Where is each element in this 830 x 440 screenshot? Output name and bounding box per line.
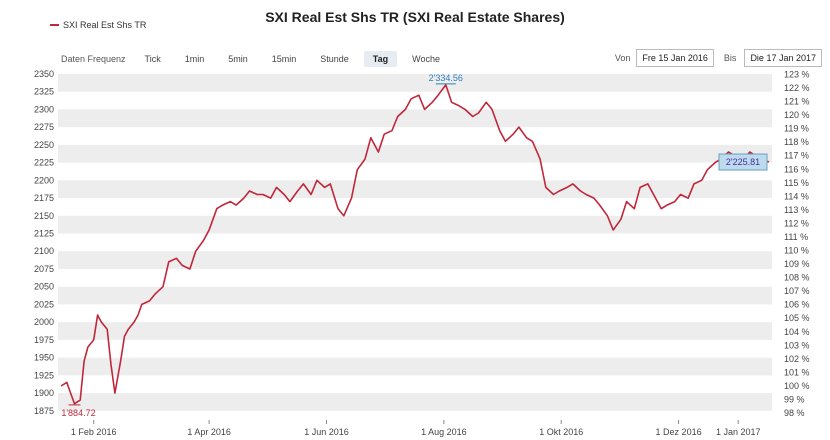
y-right-tick-label: 121 % xyxy=(784,97,810,107)
y-left-tick-label: 1900 xyxy=(34,388,54,398)
x-tick-label: 1 Aug 2016 xyxy=(421,427,467,437)
grid-band xyxy=(58,286,772,305)
frequency-label: Daten Frequenz xyxy=(61,54,126,64)
y-right-tick-label: 101 % xyxy=(784,367,810,377)
y-right-tick-label: 116 % xyxy=(784,164,809,174)
y-left-tick-label: 1975 xyxy=(34,335,54,345)
last-value-label: 2'225.81 xyxy=(726,157,760,167)
legend-label: SXI Real Est Shs TR xyxy=(63,20,147,30)
y-right-tick-label: 119 % xyxy=(784,124,809,134)
y-left-tick-label: 2250 xyxy=(34,140,54,150)
freq-button-15min[interactable]: 15min xyxy=(271,54,297,64)
freq-button-tag[interactable]: Tag xyxy=(363,51,398,67)
y-right-tick-label: 102 % xyxy=(784,354,810,364)
x-tick-label: 1 Jan 2017 xyxy=(716,427,761,437)
y-right-tick-label: 105 % xyxy=(784,313,810,323)
y-left-tick-label: 1950 xyxy=(34,353,54,363)
legend-swatch xyxy=(50,24,59,26)
date-range: Von Fre 15 Jan 2016 Bis Die 17 Jan 2017 xyxy=(615,49,822,67)
y-left-tick-label: 1925 xyxy=(34,370,54,380)
grid-band xyxy=(58,73,772,92)
legend[interactable]: SXI Real Est Shs TR xyxy=(50,20,146,30)
y-right-tick-label: 112 % xyxy=(784,218,809,228)
y-right-tick-label: 108 % xyxy=(784,273,810,283)
y-left-tick-label: 2275 xyxy=(34,122,54,132)
to-label: Bis xyxy=(723,53,737,63)
x-tick-label: 1 Jun 2016 xyxy=(304,427,349,437)
y-right-tick-label: 103 % xyxy=(784,340,810,350)
freq-button-5min[interactable]: 5min xyxy=(228,54,248,64)
min-value-label: 1'884.72 xyxy=(61,408,95,418)
y-left-tick-label: 2025 xyxy=(34,299,54,309)
y-right-tick-label: 117 % xyxy=(784,151,809,161)
freq-button-stunde[interactable]: Stunde xyxy=(320,54,349,64)
y-right-tick-label: 107 % xyxy=(784,286,810,296)
y-left-tick-label: 2300 xyxy=(34,104,54,114)
y-left-tick-label: 2150 xyxy=(34,211,54,221)
y-left-tick-label: 2125 xyxy=(34,229,54,239)
max-value-label: 2'334.56 xyxy=(429,73,463,83)
to-date-field[interactable]: Die 17 Jan 2017 xyxy=(744,49,822,67)
x-tick-label: 1 Okt 2016 xyxy=(539,427,583,437)
y-right-tick-label: 106 % xyxy=(784,300,810,310)
y-right-tick-label: 123 % xyxy=(784,69,810,79)
y-right-tick-label: 109 % xyxy=(784,259,810,269)
frequency-toolbar: Daten Frequenz Tick 1min 5min 15min Stun… xyxy=(61,51,455,67)
y-right-tick-label: 120 % xyxy=(784,110,810,120)
grid-band xyxy=(58,393,772,411)
grid-band xyxy=(58,215,772,234)
y-left-tick-label: 2100 xyxy=(34,246,54,256)
grid-band xyxy=(58,251,772,269)
from-date-field[interactable]: Fre 15 Jan 2016 xyxy=(636,49,714,67)
grid-band xyxy=(58,144,772,163)
y-left-tick-label: 2325 xyxy=(34,87,54,97)
freq-button-1min[interactable]: 1min xyxy=(184,54,205,64)
y-right-tick-label: 104 % xyxy=(784,327,810,337)
y-right-tick-label: 114 % xyxy=(784,191,809,201)
y-left-tick-label: 2000 xyxy=(34,317,54,327)
y-right-tick-label: 118 % xyxy=(784,137,809,147)
chart-title: SXI Real Est Shs TR (SXI Real Estate Sha… xyxy=(265,9,565,25)
x-tick-label: 1 Feb 2016 xyxy=(71,427,117,437)
y-left-tick-label: 1875 xyxy=(34,406,54,416)
y-right-tick-label: 98 % xyxy=(784,408,805,418)
y-right-tick-label: 99 % xyxy=(784,395,805,405)
last-value-box xyxy=(718,153,768,171)
grid-band xyxy=(58,357,772,376)
y-right-tick-label: 115 % xyxy=(784,178,809,188)
from-label: Von xyxy=(614,53,631,63)
y-right-tick-label: 100 % xyxy=(784,381,810,391)
y-left-tick-label: 2200 xyxy=(34,175,54,185)
y-right-tick-label: 113 % xyxy=(784,205,809,215)
y-left-tick-label: 2075 xyxy=(34,264,54,274)
y-right-tick-label: 110 % xyxy=(784,246,809,256)
x-tick-label: 1 Apr 2016 xyxy=(187,427,231,437)
y-left-tick-label: 2175 xyxy=(34,193,54,203)
y-left-tick-label: 2225 xyxy=(34,158,54,168)
series-line xyxy=(60,84,770,405)
freq-button-woche[interactable]: Woche xyxy=(412,54,440,64)
grid-band xyxy=(58,322,772,340)
grid-band xyxy=(58,109,772,128)
freq-button-tick[interactable]: Tick xyxy=(144,54,161,64)
x-tick-label: 1 Dez 2016 xyxy=(656,427,702,437)
grid-band xyxy=(58,180,772,199)
y-right-tick-label: 122 % xyxy=(784,83,810,93)
y-left-tick-label: 2050 xyxy=(34,282,54,292)
y-left-tick-label: 2350 xyxy=(34,69,54,79)
y-right-tick-label: 111 % xyxy=(784,232,808,242)
